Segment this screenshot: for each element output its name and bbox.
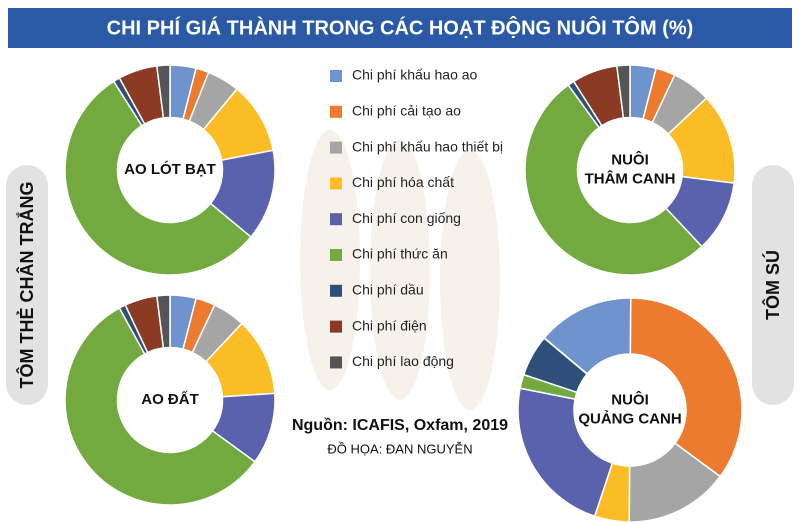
donut-label: NUÔI — [611, 390, 649, 408]
legend-swatch — [330, 213, 342, 226]
credit: ĐỒ HỌA: ĐAN NGUYỄN — [327, 441, 472, 456]
legend-text: Chi phí con giống — [352, 210, 461, 226]
donut-segment — [629, 297, 743, 478]
legend-text: Chi phí lao động — [352, 353, 454, 369]
legend-swatch — [330, 320, 342, 333]
donut-label: AO LÓT BẠT — [124, 160, 216, 178]
legend-swatch — [330, 70, 342, 82]
side-pill — [6, 165, 48, 405]
legend-swatch — [330, 105, 342, 118]
legend-swatch — [330, 141, 342, 154]
legend-text: Chi phí điện — [352, 317, 427, 333]
legend-text: Chi phí cải tạo ao — [352, 103, 461, 119]
shrimp-decoration — [300, 130, 500, 410]
side-pill — [752, 165, 794, 405]
legend-swatch — [330, 284, 342, 297]
donut-label: THÂM CANH — [585, 169, 676, 187]
donut-label: AO ĐẤT — [141, 391, 199, 408]
donut-hole — [577, 117, 683, 223]
title-bar — [8, 8, 792, 48]
legend-swatch — [330, 177, 342, 190]
side-label: TÔM SÚ — [762, 250, 783, 320]
donut-label: QUẢNG CANH — [578, 410, 681, 427]
legend-text: Chi phí thức ăn — [352, 246, 448, 262]
legend-swatch — [330, 249, 342, 261]
legend-text: Chi phí khấu hao thiết bị — [352, 138, 503, 154]
legend-swatch — [330, 356, 342, 369]
legend-text: Chi phí khấu hao ao — [352, 67, 478, 83]
source: Nguồn: ICAFIS, Oxfam, 2019 — [292, 417, 508, 434]
donut-hole — [117, 117, 223, 223]
title: CHI PHÍ GIÁ THÀNH TRONG CÁC HOẠT ĐỘNG NU… — [107, 15, 694, 39]
donut-hole — [574, 354, 686, 466]
donut-hole — [117, 347, 223, 453]
side-label: TÔM THẺ CHÂN TRẮNG — [16, 182, 37, 389]
legend-text: Chi phí hóa chất — [352, 174, 454, 190]
donut-label: NUÔI — [611, 150, 649, 168]
legend-text: Chi phí dầu — [352, 282, 424, 298]
